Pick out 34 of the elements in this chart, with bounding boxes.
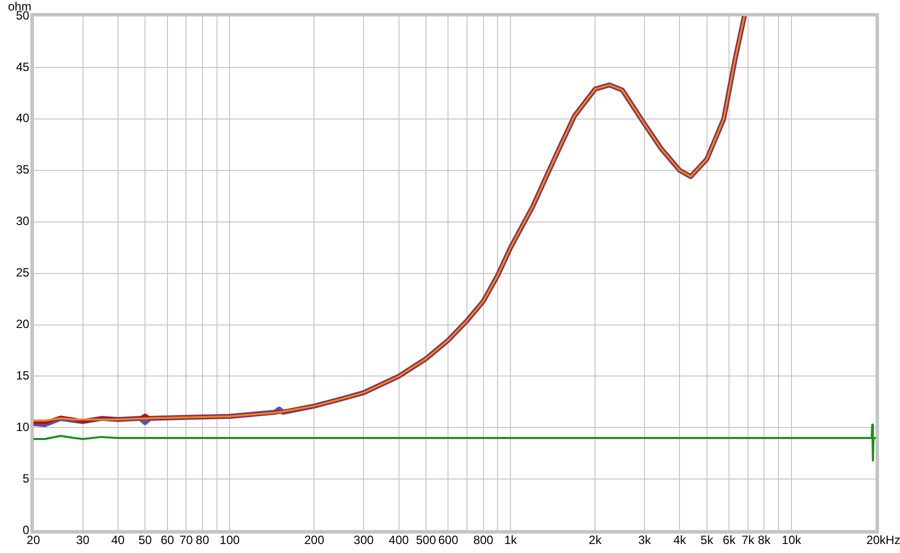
y-tick-label: 20 bbox=[16, 317, 30, 332]
x-tick-label: 600 bbox=[438, 533, 459, 548]
x-tick-label: 6k bbox=[722, 533, 736, 548]
x-tick-label: 2k bbox=[588, 533, 602, 548]
x-tick-label: 4k bbox=[673, 533, 687, 548]
x-tick-label: 1k bbox=[504, 533, 518, 548]
y-tick-label: 35 bbox=[16, 162, 30, 177]
x-tick-label: 60 bbox=[160, 533, 174, 548]
x-tick-label: 7k bbox=[742, 533, 756, 548]
y-tick-label: 40 bbox=[16, 111, 30, 126]
x-tick-label: 50 bbox=[138, 533, 152, 548]
x-tick-label: 300 bbox=[354, 533, 374, 548]
x-tick-label: 30 bbox=[76, 533, 90, 548]
x-tick-label: 400 bbox=[388, 533, 410, 548]
x-tick-label: 10k bbox=[782, 533, 802, 548]
x-tick-label: 500 bbox=[416, 533, 436, 548]
x-tick-label: 5k bbox=[700, 533, 714, 548]
x-tick-label: 40 bbox=[111, 533, 125, 548]
x-tick-label: 70 bbox=[179, 533, 194, 548]
x-tick-label: 200 bbox=[304, 533, 325, 548]
x-tick-label: 8k bbox=[758, 533, 772, 548]
y-tick-label: 15 bbox=[16, 368, 30, 383]
x-tick-label: 20k bbox=[866, 533, 887, 548]
x-tick-label: 800 bbox=[473, 533, 494, 548]
x-tick-label: 3k bbox=[638, 533, 652, 548]
y-tick-label: 10 bbox=[16, 420, 30, 434]
x-tick-label: 100 bbox=[220, 533, 240, 548]
y-tick-label: 25 bbox=[16, 266, 30, 280]
y-tick-label: 5 bbox=[22, 471, 30, 486]
y-tick-label: 45 bbox=[16, 60, 30, 74]
y-tick-label: 30 bbox=[16, 214, 30, 228]
x-axis-title: Hz bbox=[886, 532, 900, 547]
y-tick-label: 0 bbox=[22, 522, 30, 537]
x-tick-label: 80 bbox=[196, 533, 210, 548]
